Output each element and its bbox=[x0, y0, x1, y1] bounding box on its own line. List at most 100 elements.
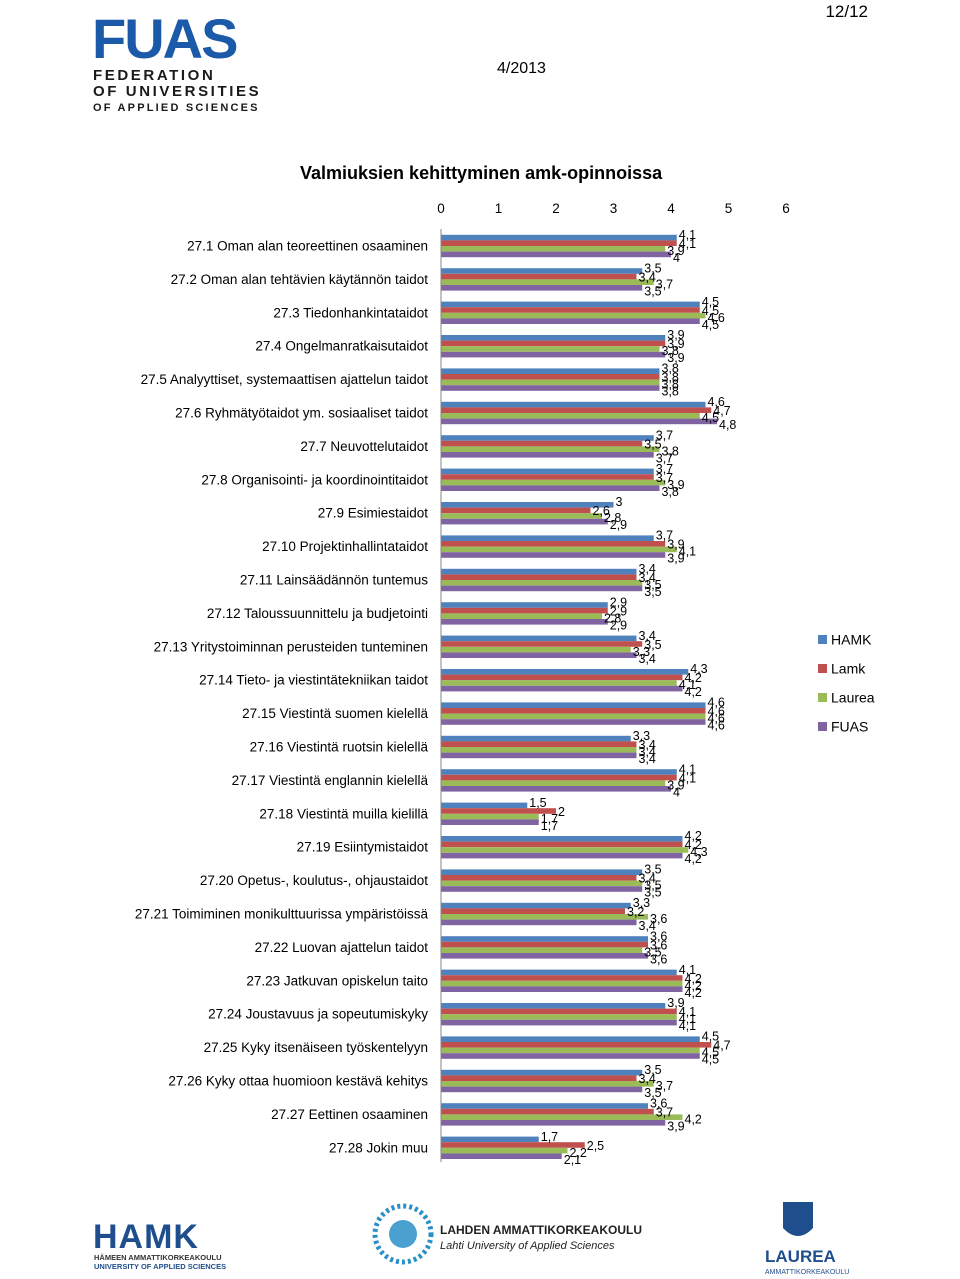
data-label: 1,5 bbox=[529, 796, 546, 810]
x-tick-label: 1 bbox=[495, 201, 503, 216]
data-label: 4,3 bbox=[690, 662, 707, 676]
category-label: 27.20 Opetus-, koulutus-, ohjaustaidot bbox=[200, 873, 428, 888]
data-label: 3,5 bbox=[644, 863, 661, 877]
bar-hamk bbox=[441, 368, 660, 374]
data-label: 4,2 bbox=[685, 1112, 702, 1126]
data-label: 3,5 bbox=[644, 1086, 661, 1100]
data-label: 3,4 bbox=[639, 652, 656, 666]
data-label: 4,1 bbox=[679, 1012, 696, 1026]
bar-lamk bbox=[441, 273, 637, 280]
bar-laurea bbox=[441, 479, 666, 486]
data-label: 4,1 bbox=[679, 545, 696, 559]
data-label: 1,7 bbox=[541, 1130, 558, 1144]
data-label: 4,2 bbox=[685, 852, 702, 866]
category-label: 27.12 Taloussuunnittelu ja budjetointi bbox=[207, 606, 428, 621]
bars bbox=[441, 234, 717, 1159]
category-label: 27.2 Oman alan tehtävien käytännön taido… bbox=[171, 272, 429, 287]
bar-hamk bbox=[441, 902, 631, 909]
data-label: 3,9 bbox=[667, 778, 684, 792]
data-label: 4,8 bbox=[719, 418, 736, 432]
data-label: 3,4 bbox=[639, 745, 656, 759]
bar-hamk bbox=[441, 335, 666, 341]
category-label: 27.14 Tieto- ja viestintätekniikan taido… bbox=[199, 673, 428, 688]
bar-hamk bbox=[441, 1003, 666, 1009]
bar-hamk bbox=[441, 468, 654, 475]
data-label: 3,7 bbox=[656, 529, 673, 543]
bar-lamk bbox=[441, 374, 660, 380]
data-label: 3,9 bbox=[667, 478, 684, 492]
bar-lamk bbox=[441, 674, 683, 681]
bar-hamk bbox=[441, 568, 637, 575]
data-label: 3,7 bbox=[656, 1079, 673, 1093]
bar-fuas bbox=[441, 1053, 700, 1059]
bar-hamk bbox=[441, 301, 700, 308]
bar-hamk bbox=[441, 836, 683, 842]
data-label: 3,6 bbox=[650, 929, 667, 943]
x-tick-label: 3 bbox=[610, 201, 618, 216]
data-label: 3,4 bbox=[639, 919, 656, 933]
bar-laurea bbox=[441, 980, 683, 987]
data-label: 3,4 bbox=[639, 270, 656, 284]
data-label: 4,7 bbox=[713, 1039, 730, 1053]
data-label: 3,7 bbox=[656, 277, 673, 291]
bar-fuas bbox=[441, 919, 637, 926]
data-label: 3,9 bbox=[667, 538, 684, 552]
data-label: 4,2 bbox=[685, 838, 702, 852]
data-label: 3,5 bbox=[644, 1063, 661, 1077]
data-label: 4,1 bbox=[679, 963, 696, 977]
bar-hamk bbox=[441, 702, 706, 708]
bar-lamk bbox=[441, 1042, 712, 1048]
category-label: 27.24 Joustavuus ja sopeutumiskyky bbox=[208, 1007, 428, 1022]
data-label: 2,9 bbox=[610, 518, 627, 532]
bar-laurea bbox=[441, 1147, 568, 1154]
data-label: 3,6 bbox=[650, 1096, 667, 1110]
bar-laurea bbox=[441, 346, 660, 352]
x-tick-label: 4 bbox=[667, 201, 675, 216]
data-label: 3,4 bbox=[639, 872, 656, 886]
laurea-crest-icon bbox=[783, 1202, 813, 1236]
bar-hamk bbox=[441, 602, 608, 608]
legend-swatch-hamk bbox=[818, 635, 827, 644]
data-label: 4 bbox=[673, 785, 680, 799]
data-label: 3,8 bbox=[662, 485, 679, 499]
data-label: 3,5 bbox=[644, 585, 661, 599]
data-label: 3,7 bbox=[656, 428, 673, 442]
data-label: 4,1 bbox=[679, 1005, 696, 1019]
data-label: 3,7 bbox=[656, 462, 673, 476]
data-label: 3,6 bbox=[650, 938, 667, 952]
bar-laurea bbox=[441, 680, 677, 686]
bar-laurea bbox=[441, 880, 643, 887]
fuas-logo-line2: OF UNIVERSITIES bbox=[93, 83, 261, 100]
bar-fuas bbox=[441, 786, 671, 792]
category-label: 27.23 Jatkuvan opiskelun taito bbox=[246, 973, 428, 988]
data-label: 3,8 bbox=[662, 344, 679, 358]
category-label: 27.25 Kyky itsenäiseen työskentelyyn bbox=[204, 1040, 428, 1055]
data-label: 4,1 bbox=[679, 228, 696, 242]
bar-lamk bbox=[441, 1108, 654, 1115]
data-label: 4,1 bbox=[679, 1019, 696, 1033]
data-label: 3,9 bbox=[667, 996, 684, 1010]
data-label: 3,5 bbox=[644, 284, 661, 298]
bar-laurea bbox=[441, 713, 706, 720]
bar-lamk bbox=[441, 541, 666, 547]
x-tick-label: 5 bbox=[725, 201, 733, 216]
data-label: 3,7 bbox=[656, 471, 673, 485]
bar-fuas bbox=[441, 251, 671, 258]
category-label: 27.10 Projektinhallintataidot bbox=[262, 539, 428, 554]
data-label: 4,5 bbox=[702, 1030, 719, 1044]
data-label: 2,6 bbox=[593, 504, 610, 518]
category-label: 27.11 Lainsäädännön tuntemus bbox=[240, 573, 428, 588]
data-label: 3,3 bbox=[633, 896, 650, 910]
bar-laurea bbox=[441, 1081, 654, 1087]
data-label: 3,9 bbox=[667, 351, 684, 365]
chart-title: Valmiuksien kehittyminen amk-opinnoissa bbox=[300, 163, 663, 183]
bar-lamk bbox=[441, 340, 666, 347]
data-label: 3,9 bbox=[667, 1119, 684, 1133]
data-label: 4,5 bbox=[702, 411, 719, 425]
bar-laurea bbox=[441, 413, 700, 419]
lahti-emblem-center-icon bbox=[389, 1220, 417, 1248]
bar-laurea bbox=[441, 246, 666, 252]
category-label: 27.17 Viestintä englannin kielellä bbox=[232, 773, 429, 788]
bar-hamk bbox=[441, 1136, 539, 1143]
data-label: 4,6 bbox=[708, 311, 725, 325]
